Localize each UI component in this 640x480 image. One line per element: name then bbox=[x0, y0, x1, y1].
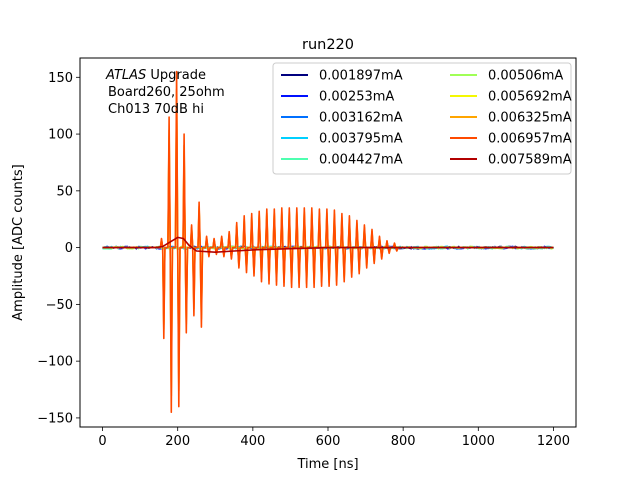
legend-label: 0.00253mA bbox=[319, 90, 394, 105]
series-layer bbox=[102, 70, 554, 413]
y-tick-label: −100 bbox=[37, 355, 73, 370]
legend-label: 0.001897mA bbox=[319, 69, 403, 84]
y-tick-label: 50 bbox=[56, 184, 73, 199]
axes-layer: 0 200 400 600 800 1000 1200 −150 −100 −50 0 50 100 15… bbox=[37, 71, 570, 449]
legend-label: 0.006325mA bbox=[488, 111, 572, 126]
legend-box bbox=[272, 62, 572, 175]
y-tick-label: 100 bbox=[48, 128, 73, 143]
annotation-line-2: Board260, 25ohm bbox=[108, 85, 225, 100]
y-tick-label: −150 bbox=[37, 411, 73, 426]
series-line bbox=[102, 70, 554, 413]
series-line bbox=[102, 236, 554, 253]
annotation-atlas: ATLAS bbox=[105, 68, 146, 83]
legend-label: 0.004427mA bbox=[319, 153, 403, 168]
x-tick-label: 1200 bbox=[537, 434, 570, 449]
legend-label: 0.006957mA bbox=[488, 132, 572, 147]
x-tick-label: 1000 bbox=[462, 434, 495, 449]
annotation-upgrade: Upgrade bbox=[146, 68, 206, 83]
y-tick-label: 0 bbox=[65, 241, 73, 256]
x-tick-label: 800 bbox=[391, 434, 416, 449]
x-tick-label: 600 bbox=[316, 434, 341, 449]
y-tick-label: −50 bbox=[46, 298, 73, 313]
legend-label: 0.007589mA bbox=[488, 153, 572, 168]
x-axis-label: Time [ns] bbox=[296, 457, 358, 472]
legend-label: 0.005692mA bbox=[488, 90, 572, 105]
legend: 0.001897mA 0.00253mA 0.003162mA 0.003795mA 0… bbox=[272, 62, 572, 175]
annotation-line-1: ATLAS Upgrade bbox=[105, 68, 206, 83]
annotation: ATLAS Upgrade Board260, 25ohm Ch013 70dB… bbox=[105, 68, 225, 117]
annotation-line-3: Ch013 70dB hi bbox=[108, 102, 204, 117]
chart-title: run220 bbox=[302, 37, 354, 53]
x-tick-label: 200 bbox=[165, 434, 190, 449]
legend-label: 0.003162mA bbox=[319, 111, 403, 126]
legend-label: 0.003795mA bbox=[319, 132, 403, 147]
legend-label: 0.00506mA bbox=[488, 69, 563, 84]
x-tick-label: 400 bbox=[240, 434, 265, 449]
y-axis-label: Amplitude [ADC counts] bbox=[11, 164, 26, 320]
y-tick-label: 150 bbox=[48, 71, 73, 86]
x-tick-label: 0 bbox=[98, 434, 106, 449]
